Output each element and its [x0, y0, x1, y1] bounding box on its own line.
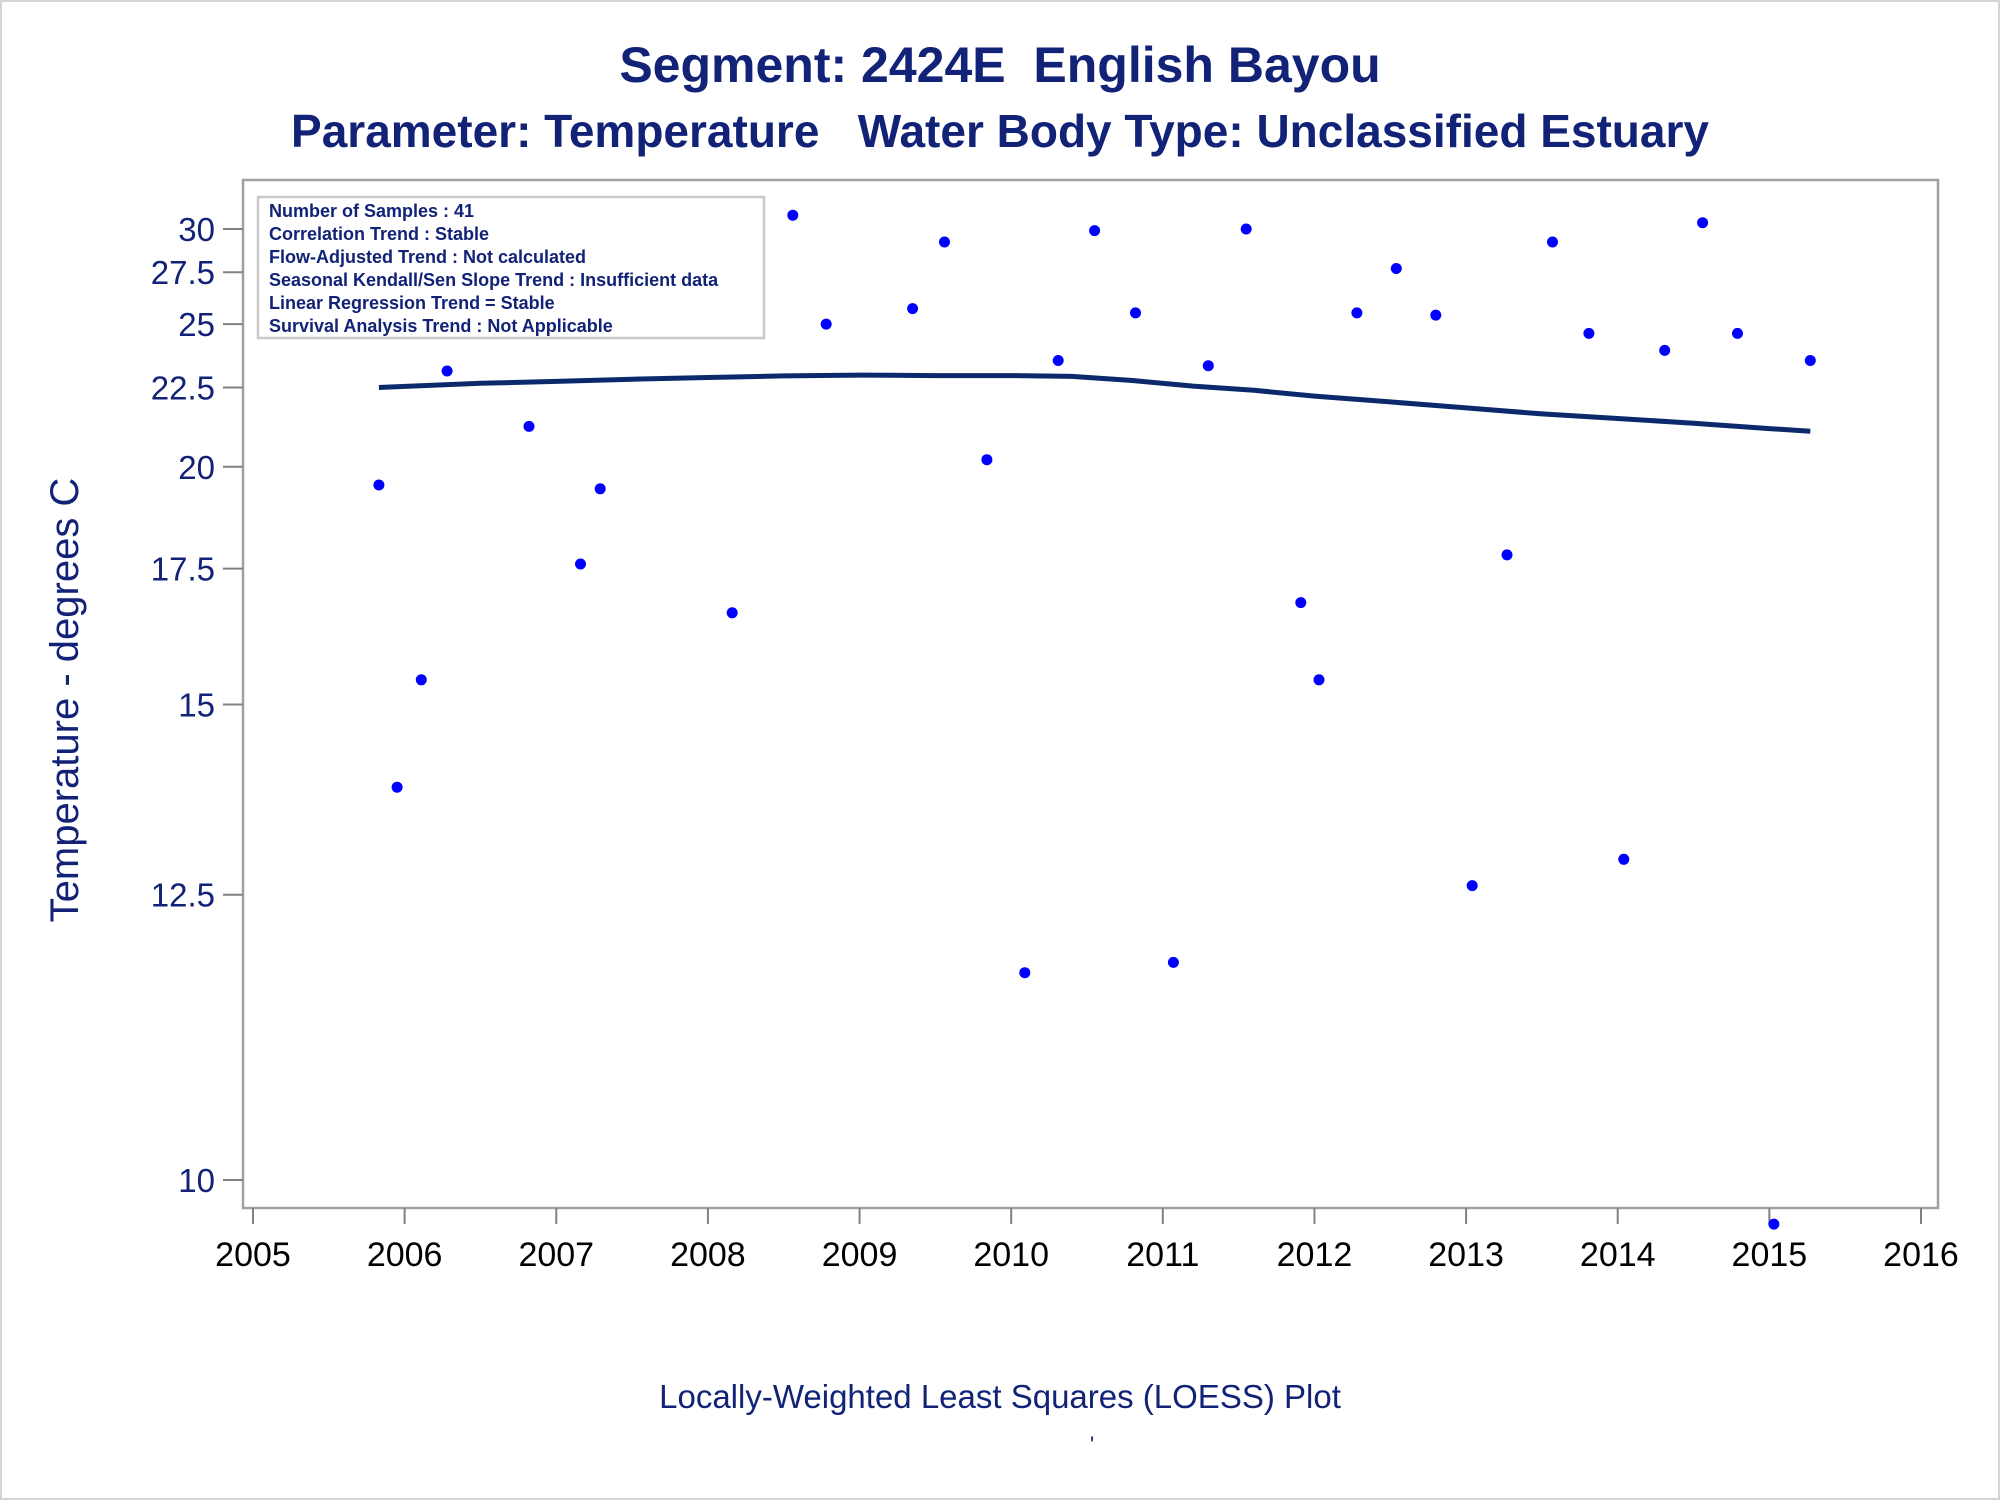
data-point — [1732, 327, 1743, 339]
data-point — [1052, 355, 1064, 366]
y-tick-label: 12.5 — [151, 877, 215, 914]
data-point — [415, 674, 427, 686]
y-tick-label: 30 — [178, 211, 215, 248]
data-point — [1501, 549, 1513, 561]
y-tick-label: 22.5 — [151, 370, 215, 407]
data-point — [1089, 225, 1101, 237]
data-point — [523, 420, 535, 432]
plot-frame — [241, 178, 1940, 1210]
y-tick-label: 17.5 — [151, 551, 215, 588]
info-box-frame — [256, 195, 766, 340]
y-tick-label: 15 — [178, 687, 215, 724]
data-point — [1130, 307, 1141, 319]
y-tick-label: 10 — [178, 1162, 215, 1199]
data-point — [787, 209, 799, 221]
x-tick-label: 2006 — [367, 1236, 443, 1274]
data-point — [1618, 853, 1630, 865]
data-point — [1295, 597, 1307, 609]
data-point — [1390, 263, 1402, 274]
data-point — [1351, 307, 1363, 319]
data-point — [441, 365, 453, 377]
x-tick-label: 2009 — [822, 1236, 898, 1274]
data-point — [907, 303, 919, 315]
axes: 10 12.5 15 17.5 20 22.5 25 27.5 30 2005 2006 2007 20… — [43, 211, 1959, 1274]
data-point — [1697, 217, 1709, 229]
chart-footnote: Locally-Weighted Least Squares (LOESS) P… — [659, 1378, 1341, 1415]
data-point — [726, 607, 738, 619]
data-point — [1430, 309, 1442, 321]
x-tick-label: 2005 — [215, 1236, 291, 1274]
data-point — [1547, 236, 1558, 248]
data-point — [391, 781, 403, 793]
x-tick-label: 2015 — [1732, 1236, 1808, 1274]
info-box-line: Linear Regression Trend = Stable — [269, 293, 555, 313]
data-point — [575, 558, 586, 570]
x-tick-label: 2016 — [1883, 1236, 1959, 1274]
chart-title: Segment: 2424E English Bayou — [619, 37, 1381, 93]
data-point — [373, 479, 385, 491]
info-box: Number of Samples : 41 Correlation Trend … — [256, 195, 766, 340]
data-point — [1313, 674, 1325, 686]
data-point — [1202, 360, 1214, 372]
x-tick-label: 2007 — [518, 1236, 594, 1274]
data-point — [1019, 967, 1031, 979]
info-box-line: Number of Samples : 41 — [269, 201, 474, 221]
y-tick-label: 20 — [178, 449, 215, 486]
data-point — [1240, 223, 1252, 235]
data-point — [981, 454, 993, 466]
x-tick-label: 2011 — [1126, 1236, 1199, 1274]
data-point — [939, 236, 950, 248]
info-box-line: Seasonal Kendall/Sen Slope Trend : Insuf… — [269, 270, 719, 290]
x-tick-label: 2012 — [1277, 1236, 1353, 1274]
data-point — [1583, 327, 1595, 339]
data-point — [1659, 344, 1671, 356]
data-point — [1167, 956, 1179, 968]
info-box-line: Flow-Adjusted Trend : Not calculated — [269, 247, 586, 267]
data-point — [594, 483, 606, 495]
y-axis-label: Temperature - degrees C — [43, 478, 87, 923]
loess-curve-group — [378, 372, 1811, 434]
data-point — [1768, 1218, 1780, 1230]
x-tick-label: 2013 — [1428, 1236, 1504, 1274]
data-points — [373, 209, 1816, 1230]
loess-line — [378, 372, 1811, 434]
footnote-mark: ' — [1090, 1432, 1095, 1457]
y-tick-label: 27.5 — [151, 254, 215, 291]
chart-subtitle: Parameter: Temperature Water Body Type: … — [291, 105, 1709, 157]
x-tick-label: 2014 — [1580, 1236, 1656, 1274]
data-point — [1804, 355, 1816, 366]
data-point — [820, 318, 832, 330]
data-point — [1466, 880, 1478, 892]
x-tick-label: 2008 — [670, 1236, 746, 1274]
y-tick-label: 25 — [178, 306, 215, 343]
info-box-line: Survival Analysis Trend : Not Applicable — [269, 316, 613, 336]
info-box-line: Correlation Trend : Stable — [269, 224, 489, 244]
x-tick-label: 2010 — [973, 1236, 1049, 1274]
